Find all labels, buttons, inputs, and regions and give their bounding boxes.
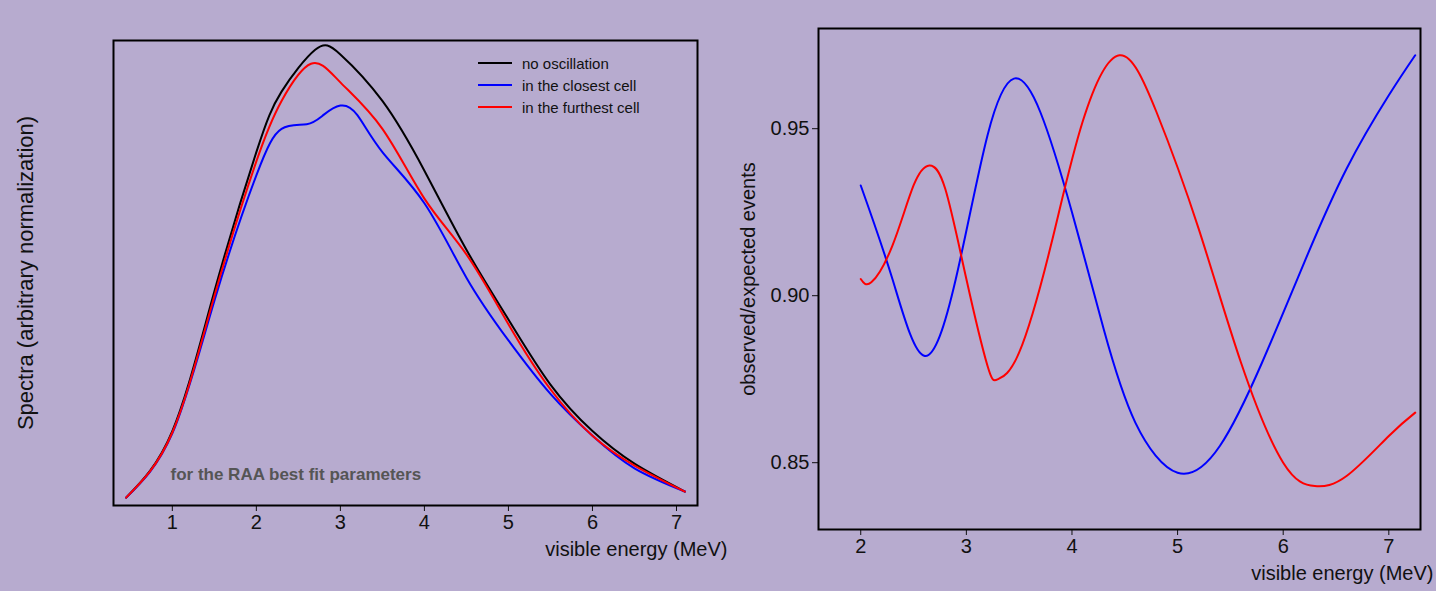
- svg-text:3: 3: [335, 511, 346, 533]
- html-text:no oscillation: no oscillation: [522, 54, 609, 72]
- svg-text:2: 2: [855, 535, 866, 557]
- svg-text:5: 5: [503, 511, 514, 533]
- svg-text:6: 6: [1278, 535, 1289, 557]
- svg-text:1: 1: [167, 511, 178, 533]
- svg-text:7: 7: [1383, 535, 1394, 557]
- html-text:in the closest cell: in the closest cell: [522, 76, 637, 94]
- svg-text:4: 4: [419, 511, 430, 533]
- svg-text:4: 4: [1066, 535, 1077, 557]
- svg-text:visible energy (MeV): visible energy (MeV): [1251, 562, 1433, 584]
- svg-text:0.95: 0.95: [771, 117, 810, 139]
- svg-text:for the RAA best fit parameter: for the RAA best fit parameters: [171, 465, 422, 484]
- svg-text:0.85: 0.85: [771, 451, 810, 473]
- svg-text:3: 3: [961, 535, 972, 557]
- html-text:in the furthest cell: in the furthest cell: [522, 98, 640, 116]
- svg-text:7: 7: [671, 511, 682, 533]
- svg-text:6: 6: [587, 511, 598, 533]
- svg-text:observed/expected events: observed/expected events: [737, 162, 759, 396]
- svg-text:5: 5: [1172, 535, 1183, 557]
- svg-text:visible energy (MeV): visible energy (MeV): [545, 538, 727, 560]
- svg-text:0.90: 0.90: [771, 284, 810, 306]
- svg-text:Spectra (arbitrary normalizati: Spectra (arbitrary normalization): [13, 116, 38, 430]
- svg-text:2: 2: [251, 511, 262, 533]
